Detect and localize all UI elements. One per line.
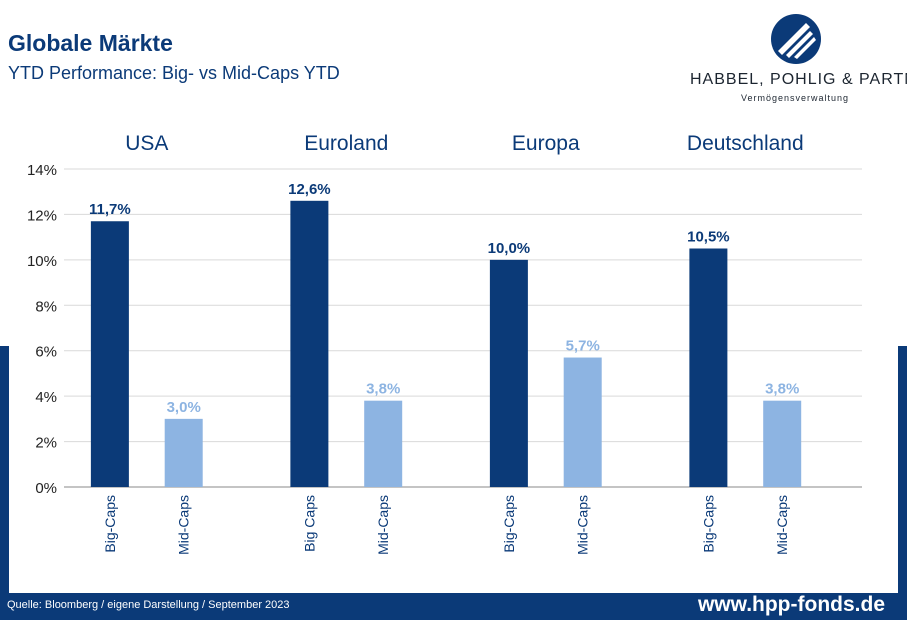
data-label: 3,8%	[366, 381, 400, 398]
company-logo: HABBEL, POHLIG & PARTNER Vermögensverwal…	[690, 13, 907, 105]
x-tick-label: Mid-Caps	[575, 495, 591, 555]
group-label: Europa	[512, 132, 580, 155]
data-label: 3,0%	[167, 399, 201, 416]
left-accent-band	[0, 346, 9, 593]
website-link[interactable]: www.hpp-fonds.de	[697, 593, 885, 616]
y-tick-label: 4%	[35, 389, 57, 406]
x-tick-label: Mid-Caps	[774, 495, 790, 555]
group-label: Euroland	[304, 132, 388, 155]
x-tick-label: Big-Caps	[102, 495, 118, 553]
data-label: 10,5%	[687, 229, 730, 246]
y-tick-label: 0%	[35, 480, 57, 497]
bar-chart: 0% 2% 4% 6% 8% 10% 12% 14% USA 11,7% Big-Caps 3,0% M…	[27, 132, 862, 555]
y-tick-label: 10%	[27, 253, 57, 270]
bar	[290, 200, 329, 488]
source-note: Quelle: Bloomberg / eigene Darstellung /…	[7, 599, 290, 611]
data-label: 3,8%	[765, 381, 799, 398]
x-tick-label: Mid-Caps	[176, 495, 192, 555]
y-tick-label: 2%	[35, 435, 57, 452]
data-label: 12,6%	[288, 181, 331, 198]
bar	[689, 248, 728, 487]
x-tick-label: Big-Caps	[700, 495, 716, 553]
bar	[763, 400, 802, 487]
y-tick-label: 14%	[27, 162, 57, 179]
logo-emblem-icon	[771, 14, 821, 64]
chart-title: Globale Märkte	[8, 30, 173, 56]
y-tick-label: 8%	[35, 298, 57, 315]
bar	[90, 221, 129, 487]
data-label: 10,0%	[488, 240, 531, 257]
x-tick-label: Big-Caps	[501, 495, 517, 553]
bar	[164, 418, 203, 487]
bar	[364, 400, 403, 487]
data-label: 5,7%	[566, 338, 600, 355]
logo-name: HABBEL, POHLIG & PARTNER	[690, 71, 907, 88]
logo-subtitle: Vermögensverwaltung	[740, 93, 850, 103]
bar	[563, 357, 602, 487]
chart-subtitle: YTD Performance: Big- vs Mid-Caps YTD	[8, 63, 340, 83]
y-tick-label: 6%	[35, 344, 57, 361]
group-label: Deutschland	[687, 132, 804, 155]
group-label: USA	[125, 132, 168, 155]
footer-bar: Quelle: Bloomberg / eigene Darstellung /…	[0, 593, 907, 620]
right-accent-band	[898, 346, 907, 593]
y-tick-label: 12%	[27, 207, 57, 224]
bar	[489, 259, 528, 487]
data-label: 11,7%	[89, 201, 131, 218]
x-tick-label: Mid-Caps	[375, 495, 391, 555]
x-tick-label: Big Caps	[301, 495, 317, 552]
